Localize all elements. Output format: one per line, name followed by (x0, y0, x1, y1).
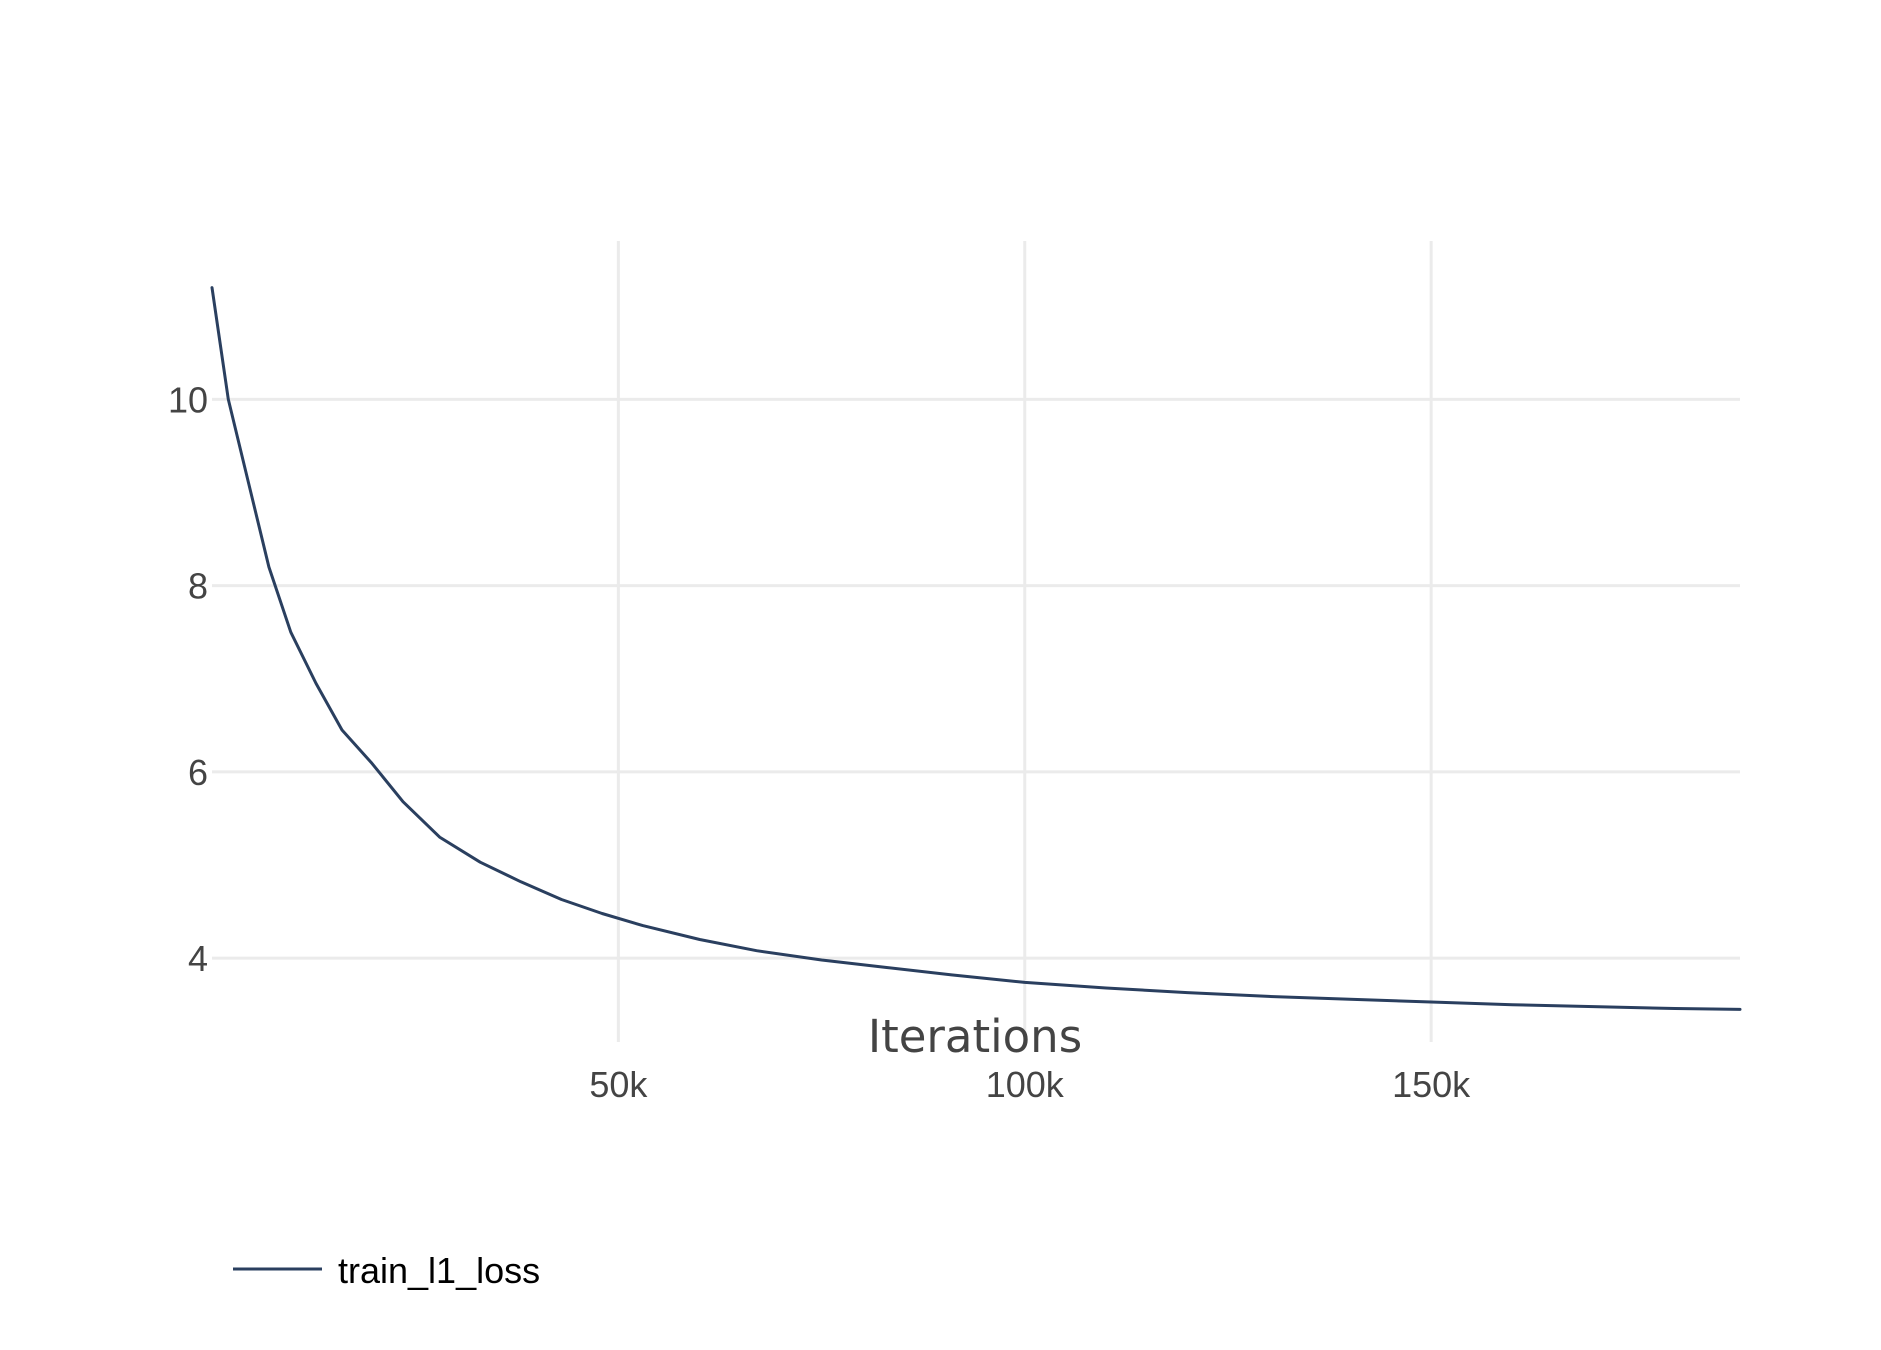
grid (212, 241, 1740, 1042)
plot-area (210, 286, 1742, 1011)
x-axis-ticks: 50k 100k 150k (589, 1064, 1471, 1105)
legend-label: train_l1_loss (338, 1250, 540, 1291)
y-tick-label: 10 (168, 379, 208, 420)
x-axis-title: Iterations (868, 1010, 1082, 1063)
x-tick-label: 150k (1392, 1064, 1471, 1105)
x-tick-label: 100k (986, 1064, 1065, 1105)
x-tick-label: 50k (589, 1064, 648, 1105)
y-tick-label: 4 (188, 938, 208, 979)
legend[interactable]: train_l1_loss (233, 1250, 540, 1291)
y-tick-label: 8 (188, 566, 208, 607)
series-line-train-l1-loss[interactable] (210, 286, 1742, 1011)
y-tick-label: 6 (188, 752, 208, 793)
y-axis-ticks: 4 6 8 10 (168, 379, 208, 979)
